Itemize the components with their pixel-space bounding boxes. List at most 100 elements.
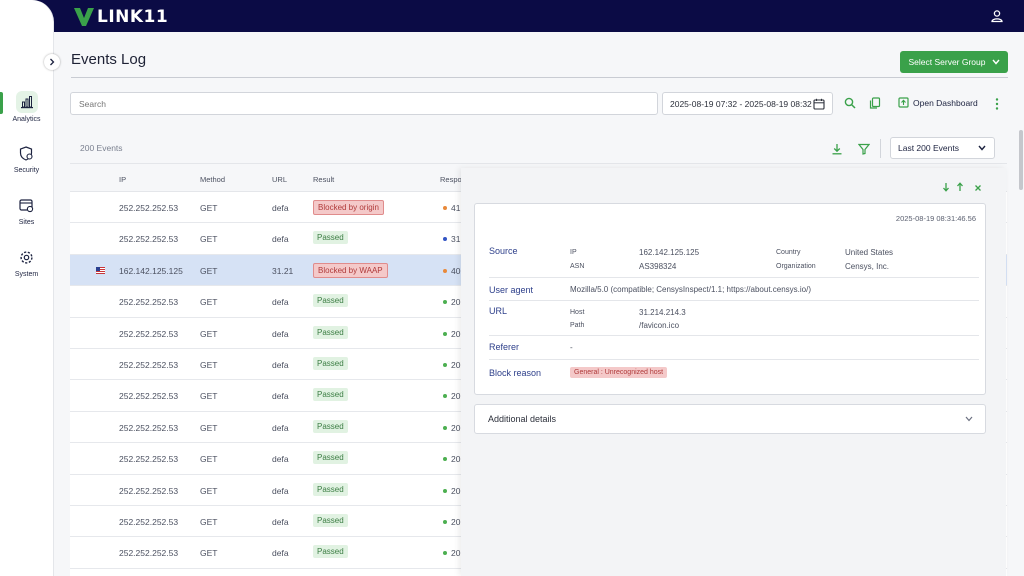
cell-ip: 252.252.252.53 xyxy=(119,422,179,433)
column-header-method[interactable]: Method xyxy=(200,175,226,184)
cell-response: 20 xyxy=(451,454,461,465)
download-icon[interactable] xyxy=(831,143,843,155)
card-divider xyxy=(489,277,979,278)
sidebar: Analytics Security Sites System xyxy=(0,0,53,576)
result-badge: Passed xyxy=(313,388,348,402)
open-dashboard-label: Open Dashboard xyxy=(913,97,978,108)
page-title: Events Log xyxy=(71,51,147,68)
cell-ip: 252.252.252.53 xyxy=(119,234,179,245)
cell-response: 20 xyxy=(451,548,461,559)
brand-name: LINK11 xyxy=(97,7,169,27)
cell-response: 20 xyxy=(451,297,461,308)
cell-response: 20 xyxy=(451,422,461,433)
status-dot-icon xyxy=(443,237,447,242)
sidebar-item-label: Analytics xyxy=(12,116,41,123)
open-dashboard-link[interactable]: Open Dashboard xyxy=(898,97,978,108)
result-badge: Passed xyxy=(313,325,348,339)
result-badge: Passed xyxy=(313,231,348,245)
additional-details-accordion[interactable]: Additional details xyxy=(474,404,986,434)
cell-ip: 252.252.252.53 xyxy=(119,485,179,496)
sidebar-item-security[interactable]: Security xyxy=(0,142,53,174)
arrow-down-icon[interactable] xyxy=(942,182,950,192)
column-header-ip[interactable]: IP xyxy=(119,175,127,184)
result-badge: Passed xyxy=(313,482,348,496)
result-badge: Blocked by WAAP xyxy=(313,262,388,278)
cell-response: 20 xyxy=(451,328,461,339)
cell-url: defa xyxy=(272,203,289,213)
last-events-value: Last 200 Events xyxy=(898,143,959,153)
cell-method: GET xyxy=(200,297,218,308)
search-icon[interactable] xyxy=(844,97,856,109)
cell-method: GET xyxy=(200,454,218,465)
sidebar-item-system[interactable]: System xyxy=(0,246,53,278)
cell-url: defa xyxy=(272,359,289,370)
gear-icon xyxy=(16,246,38,268)
result-badge: Passed xyxy=(313,419,348,433)
filter-icon[interactable] xyxy=(858,143,870,155)
page-scrollbar[interactable] xyxy=(1019,130,1023,190)
search-input[interactable] xyxy=(70,92,658,115)
user-agent-label: User agent xyxy=(489,285,534,295)
sidebar-expand-button[interactable] xyxy=(44,54,60,70)
sidebar-active-indicator xyxy=(0,92,3,114)
sidebar-item-sites[interactable]: Sites xyxy=(0,194,53,226)
event-detail-card: 2025-08-19 08:31:46.56 Source IP 162.142… xyxy=(474,203,986,395)
host-label: Host xyxy=(570,309,585,316)
status-dot-icon xyxy=(443,519,447,524)
cell-method: GET xyxy=(200,485,218,496)
chevron-down-icon xyxy=(991,59,1000,65)
asn-value: AS398324 xyxy=(639,262,677,271)
cell-response: 20 xyxy=(451,359,461,370)
copy-icon[interactable] xyxy=(869,97,881,109)
select-server-group-button[interactable]: Select Server Group xyxy=(900,51,1008,73)
sidebar-item-label: Security xyxy=(13,167,40,174)
sidebar-item-analytics[interactable]: Analytics xyxy=(0,91,53,123)
cell-url: defa xyxy=(272,297,289,308)
result-badge: Passed xyxy=(313,294,348,308)
sidebar-item-label: System xyxy=(14,271,39,278)
status-dot-icon xyxy=(443,551,447,556)
cell-url: defa xyxy=(272,516,289,527)
column-header-url[interactable]: URL xyxy=(272,175,288,184)
cell-ip: 162.142.125.125 xyxy=(119,265,183,276)
chevron-right-icon xyxy=(50,58,55,66)
column-header-response[interactable]: Respo xyxy=(440,175,462,184)
cell-response: 20 xyxy=(451,391,461,402)
chevron-down-icon xyxy=(965,416,973,422)
status-dot-icon xyxy=(443,394,447,399)
last-events-select[interactable]: Last 200 Events xyxy=(890,137,995,159)
sidebar-item-label: Sites xyxy=(18,219,35,226)
arrow-up-icon[interactable] xyxy=(956,182,964,192)
result-badge: Passed xyxy=(313,513,348,527)
cell-response: 20 xyxy=(451,485,461,496)
status-dot-icon xyxy=(443,488,447,493)
cell-ip: 252.252.252.53 xyxy=(119,391,179,402)
result-badge: Passed xyxy=(313,451,348,465)
user-icon[interactable] xyxy=(990,9,1004,23)
cell-method: GET xyxy=(200,359,218,370)
close-icon[interactable] xyxy=(974,184,982,192)
cell-url: defa xyxy=(272,391,289,402)
organization-value: Censys, Inc. xyxy=(845,262,890,271)
cell-url: defa xyxy=(272,485,289,496)
asn-label: ASN xyxy=(570,263,585,270)
cell-url: defa xyxy=(272,422,289,433)
result-badge: Passed xyxy=(313,356,348,370)
card-divider xyxy=(489,359,979,360)
chevron-down-icon xyxy=(978,145,986,151)
block-reason-label: Block reason xyxy=(489,368,542,378)
host-value: 31.214.214.3 xyxy=(639,308,686,317)
dashboard-open-icon xyxy=(898,97,909,108)
brand-logo[interactable]: LINK11 xyxy=(74,7,168,27)
column-header-result[interactable]: Result xyxy=(313,175,335,184)
bar-chart-icon xyxy=(15,91,38,113)
more-options-icon[interactable] xyxy=(995,98,999,110)
path-label: Path xyxy=(570,322,585,329)
cell-response: 41 xyxy=(451,203,461,213)
country-value: United States xyxy=(845,248,894,257)
ip-label: IP xyxy=(570,249,577,256)
date-range-picker[interactable]: 2025-08-19 07:32 - 2025-08-19 08:32 xyxy=(662,92,833,115)
cell-method: GET xyxy=(200,265,218,276)
url-label: URL xyxy=(489,306,508,316)
cell-method: GET xyxy=(200,328,218,339)
